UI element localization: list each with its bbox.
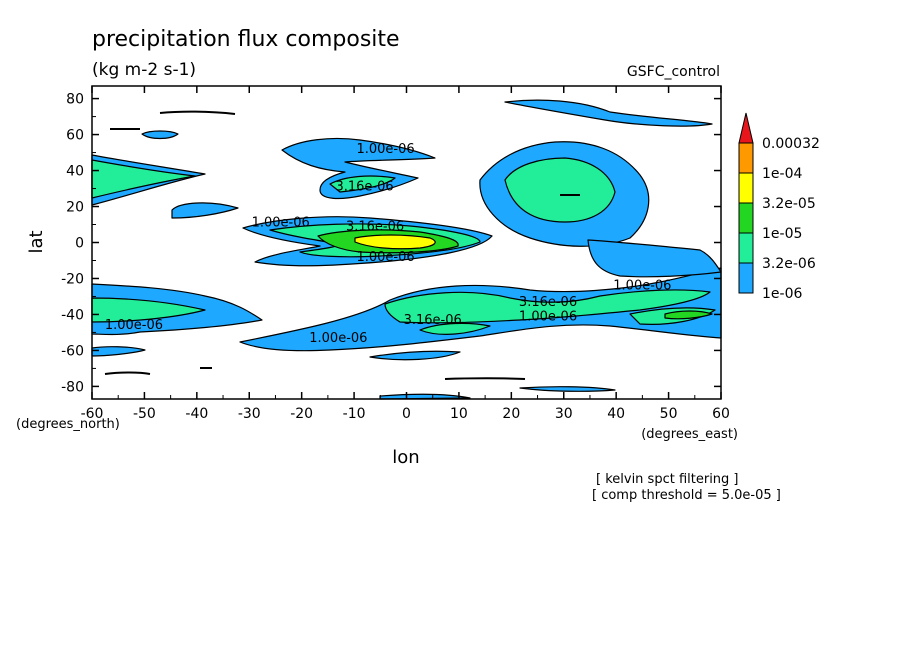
yellow-core (354, 234, 436, 250)
blue-region-deep-south-d (519, 386, 616, 392)
blue-region-deep-south-a (91, 346, 146, 357)
x-tick-label-3: -30 (238, 406, 261, 422)
y-tick-label-6: 40 (66, 164, 84, 180)
contour-label-5: 1.00e-06 (613, 279, 671, 294)
contour-label-1: 3.16e-06 (335, 180, 393, 195)
blue-region-northeast-top (504, 99, 713, 127)
y-tick-label-4: 0 (75, 236, 84, 252)
x-tick-label-12: 60 (712, 406, 730, 422)
contour-label-0: 1.00e-06 (356, 142, 414, 157)
y-axis-label: lat (26, 230, 47, 253)
plot-area: 1.00e-063.16e-061.00e-06 3.16e-061.00e-06… (91, 85, 722, 400)
y-tick-label-5: 20 (66, 200, 84, 216)
chart-title: precipitation flux composite (92, 27, 400, 52)
colorbar-swatch-3 (738, 202, 754, 234)
x-tick-label-8: 20 (502, 406, 520, 422)
threshold-note: [ comp threshold = 5.0e-05 ] (592, 488, 781, 503)
x-tick-label-4: -20 (290, 406, 313, 422)
x-tick-label-0: -60 (81, 406, 104, 422)
contour-label-10: 1.00e-06 (309, 331, 367, 346)
x-axis-units: (degrees_east) (641, 427, 738, 442)
thin-contour-c (104, 371, 151, 375)
thin-contour-e (444, 377, 526, 380)
colorbar-label-2: 3.2e-05 (762, 196, 816, 212)
x-tick-label-11: 50 (660, 406, 678, 422)
contour-label-2: 1.00e-06 (252, 216, 310, 231)
x-tick-label-5: -10 (343, 406, 366, 422)
green-region-north-west (91, 159, 196, 199)
x-tick-label-6: 0 (402, 406, 411, 422)
contour-label-7: 1.00e-06 (519, 309, 577, 324)
colorbar-label-0: 0.00032 (762, 136, 820, 152)
colorbar-swatch-1 (738, 142, 754, 174)
chart-subtitle: (kg m-2 s-1) (92, 60, 196, 80)
green-region-northeast (504, 157, 616, 223)
blue-region-deep-south-c (379, 393, 471, 400)
green-region-south-west (91, 297, 206, 323)
x-axis: -60 -50 -40 -30 -20 -10 0 10 20 30 40 50 60 (81, 86, 730, 422)
contour-label-3: 3.16e-06 (346, 219, 404, 234)
y-axis-units: (degrees_north) (16, 417, 120, 432)
colorbar-over-triangle (738, 112, 754, 144)
y-tick-label-1: -60 (61, 343, 84, 359)
colorbar-swatch-5 (738, 262, 754, 294)
filter-note: [ kelvin spct filtering ] (596, 472, 739, 487)
contour-label-6: 3.16e-06 (519, 295, 577, 310)
model-label: GSFC_control (627, 64, 720, 80)
x-tick-label-10: 40 (607, 406, 625, 422)
colorbar-label-4: 3.2e-06 (762, 256, 816, 272)
green-region-south-mid (419, 322, 491, 335)
contour-label-8: 3.16e-06 (404, 313, 462, 328)
thin-contour-b (159, 110, 236, 115)
colorbar: 0.00032 1e-04 3.2e-05 1e-05 3.2e-06 1e-06 (738, 112, 820, 302)
colorbar-label-3: 1e-05 (762, 226, 802, 242)
x-tick-label-2: -40 (185, 406, 208, 422)
blue-region-top-blob (141, 130, 179, 140)
x-axis-label: lon (392, 447, 419, 468)
contour-label-9: 1.00e-06 (105, 318, 163, 333)
y-tick-label-3: -20 (61, 271, 84, 287)
blue-region-deep-south-b (369, 350, 461, 361)
y-axis: -80 -60 -40 -20 0 20 40 60 80 (61, 92, 721, 395)
y-tick-label-7: 60 (66, 128, 84, 144)
colorbar-label-5: 1e-06 (762, 286, 802, 302)
colorbar-swatch-4 (738, 232, 754, 264)
x-tick-label-9: 30 (555, 406, 573, 422)
y-tick-label-2: -40 (61, 307, 84, 323)
green-region-north-cluster (329, 175, 396, 193)
y-tick-label-8: 80 (66, 92, 84, 108)
colorbar-label-1: 1e-04 (762, 166, 802, 182)
x-tick-label-7: 10 (450, 406, 468, 422)
green-region-south-belt (384, 289, 711, 324)
blue-region-north-cluster (281, 137, 436, 200)
contour-label-4: 1.00e-06 (356, 250, 414, 265)
contour-labels: 1.00e-063.16e-061.00e-06 3.16e-061.00e-06… (105, 142, 672, 346)
y-tick-label-0: -80 (61, 379, 84, 395)
blue-region-west-blob (171, 202, 239, 219)
thin-contours (104, 110, 580, 380)
colorbar-swatch-2 (738, 172, 754, 204)
green-region-east-small (664, 310, 713, 320)
x-tick-label-1: -50 (133, 406, 156, 422)
